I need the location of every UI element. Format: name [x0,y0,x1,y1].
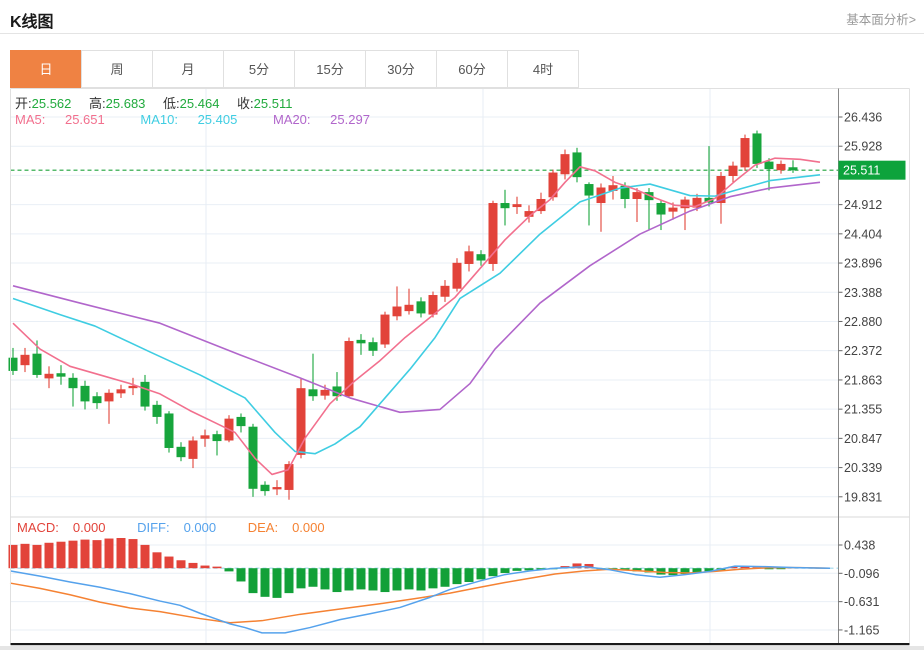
ma5-legend: MA5: 25.651 [15,112,105,127]
high-value: 25.683 [105,96,146,111]
svg-text:-0.631: -0.631 [844,595,879,609]
close-value: 25.511 [253,96,293,111]
svg-text:22.880: 22.880 [844,315,882,329]
chart-canvas[interactable]: 26.436 25.928 24.912 24.404 23.896 23.388 22.8… [0,88,924,650]
ohlc-legend: 开:25.562 高:25.683 低:25.464 收:25.511 [15,93,306,112]
svg-text:21.863: 21.863 [844,373,882,387]
tab-5min[interactable]: 5分 [223,50,295,88]
ma-legend: MA5: 25.651 MA10: 25.405 MA20: 25.297 [15,112,402,127]
fundamental-analysis-link[interactable]: 基本面分析> [846,13,916,27]
svg-text:23.896: 23.896 [844,257,882,271]
svg-text:23.388: 23.388 [844,286,882,300]
title-divider [0,33,924,34]
dea-value-legend: DEA: 0.000 [247,520,325,535]
gridlines [10,88,839,643]
svg-text:0.438: 0.438 [844,539,875,553]
svg-text:22.372: 22.372 [844,344,882,358]
svg-text:20.339: 20.339 [844,461,882,475]
ma10-line [12,174,821,455]
tab-day[interactable]: 日 [10,50,82,88]
svg-text:-1.165: -1.165 [844,623,879,637]
ma20-line [12,181,821,414]
close-label: 收: [237,96,254,111]
interval-tab-bar: 日 周 月 5分 15分 30分 60分 4时 [10,50,579,88]
ma5-line [12,157,821,476]
page-title: K线图 [10,14,54,31]
tab-15min[interactable]: 15分 [294,50,366,88]
diff-line [9,565,831,634]
low-value: 25.464 [179,96,220,111]
svg-text:25.511: 25.511 [843,164,880,178]
svg-text:-0.096: -0.096 [844,567,879,581]
candlestick-chart[interactable]: 26.436 25.928 24.912 24.404 23.896 23.388 22.8… [0,88,924,650]
tab-4hour[interactable]: 4时 [507,50,579,88]
diff-value-legend: DIFF: 0.000 [137,520,217,535]
macd-histogram [8,538,786,598]
ma10-legend: MA10: 25.405 [140,112,238,127]
svg-text:19.831: 19.831 [844,490,882,504]
svg-text:21.355: 21.355 [844,403,882,417]
price-axis-labels [838,116,843,631]
macd-legend: MACD: 0.000 DIFF: 0.000 DEA: 0.000 [17,520,353,535]
tab-month[interactable]: 月 [152,50,224,88]
ma20-legend: MA20: 25.297 [272,112,370,127]
tab-30min[interactable]: 30分 [365,50,437,88]
svg-text:26.436: 26.436 [844,111,882,125]
macd-value-legend: MACD: 0.000 [17,520,106,535]
open-label: 开: [15,96,32,111]
low-label: 低: [163,96,180,111]
tab-week[interactable]: 周 [81,50,153,88]
bottom-axis-line [10,643,910,646]
tab-60min[interactable]: 60分 [436,50,508,88]
svg-text:24.912: 24.912 [844,198,882,212]
svg-text:24.404: 24.404 [844,227,882,241]
open-value: 25.562 [31,96,72,111]
panel-borders [10,88,910,646]
current-price-tag [838,160,906,180]
high-label: 高: [89,96,106,111]
svg-text:20.847: 20.847 [844,432,882,446]
svg-text:25.928: 25.928 [844,140,882,154]
bottom-strip [0,646,924,650]
